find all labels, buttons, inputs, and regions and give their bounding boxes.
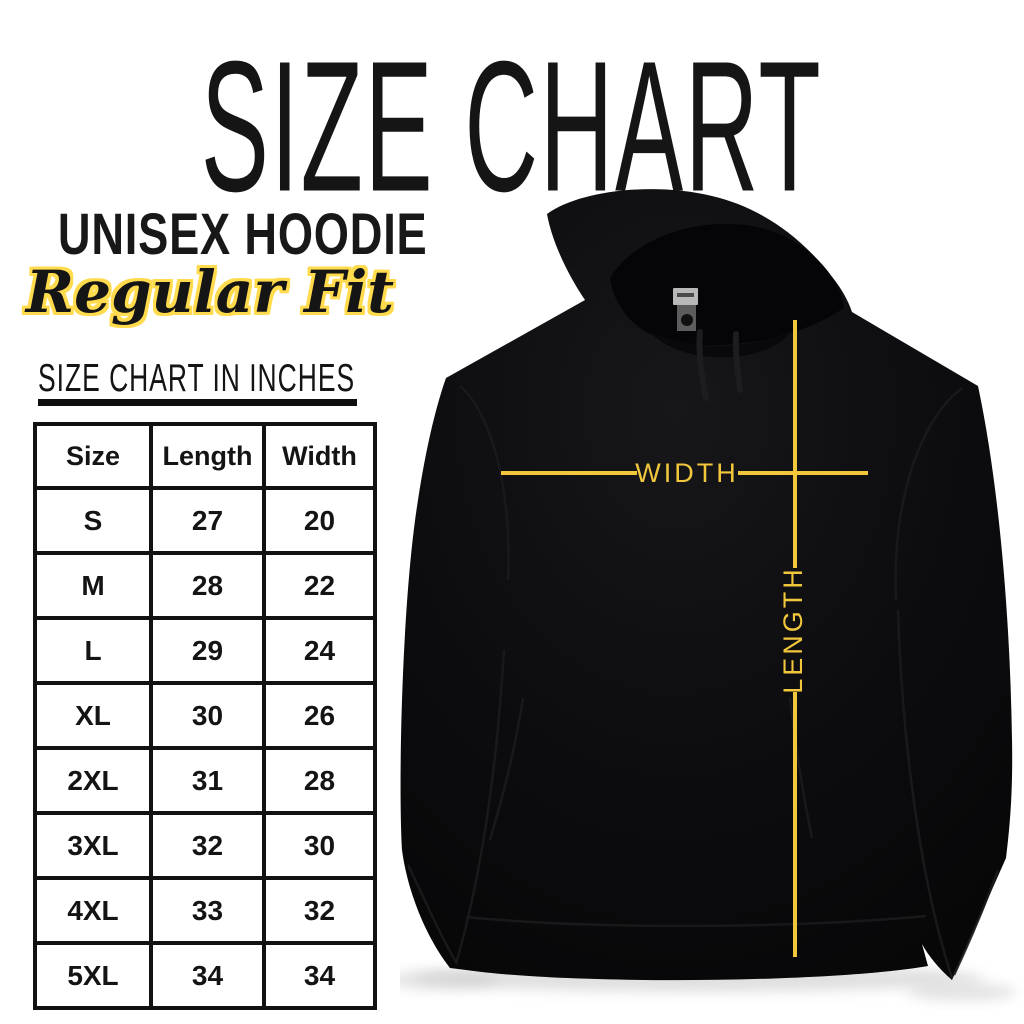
seam-lines (406, 385, 1000, 979)
width-label: WIDTH (635, 458, 738, 488)
length-label: LENGTH (778, 566, 808, 694)
size-cell: 4XL (33, 876, 153, 945)
width-cell: 28 (262, 746, 377, 815)
table-row: S 27 20 (33, 486, 377, 555)
table-row: L 29 24 (33, 616, 377, 685)
neck-tag (673, 288, 698, 331)
size-cell: S (33, 486, 153, 555)
fit-label: Regular Fit (25, 258, 395, 326)
column-header-width: Width (262, 422, 377, 490)
width-cell: 24 (262, 616, 377, 685)
collar-shadow (648, 330, 792, 358)
column-header-length: Length (149, 422, 266, 490)
length-cell: 29 (149, 616, 266, 685)
length-cell: 33 (149, 876, 266, 945)
width-cell: 22 (262, 551, 377, 620)
width-cell: 34 (262, 941, 377, 1010)
size-cell: L (33, 616, 153, 685)
product-name: UNISEX HOODIE (57, 202, 428, 267)
table-row: 3XL 32 30 (33, 811, 377, 880)
length-cell: 34 (149, 941, 266, 1010)
length-cell: 30 (149, 681, 266, 750)
column-header-size: Size (33, 422, 153, 490)
size-cell: 2XL (33, 746, 153, 815)
table-row: XL 30 26 (33, 681, 377, 750)
size-cell: M (33, 551, 153, 620)
table-row: 4XL 33 32 (33, 876, 377, 945)
length-cell: 27 (149, 486, 266, 555)
width-cell: 26 (262, 681, 377, 750)
hoodie-body-path (400, 189, 1013, 981)
width-cell: 32 (262, 876, 377, 945)
size-cell: 5XL (33, 941, 153, 1010)
size-table: Size Length Width S 27 20 M 28 22 L 29 24 XL 30 26 2… (33, 422, 377, 1010)
table-heading: SIZE CHART IN INCHES (38, 356, 356, 400)
measurement-lines (501, 320, 868, 957)
size-cell: XL (33, 681, 153, 750)
table-row: 2XL 31 28 (33, 746, 377, 815)
drawstrings (696, 329, 743, 401)
page-title-wrap: SIZE CHART (0, 20, 1024, 231)
width-cell: 20 (262, 486, 377, 555)
table-row: 5XL 34 34 (33, 941, 377, 1010)
length-cell: 31 (149, 746, 266, 815)
size-table-head: Size Length Width (33, 422, 377, 490)
length-cell: 32 (149, 811, 266, 880)
length-cell: 28 (149, 551, 266, 620)
heading-underline (38, 399, 357, 406)
table-row: M 28 22 (33, 551, 377, 620)
size-table-body: S 27 20 M 28 22 L 29 24 XL 30 26 2XL 31 28 3XL 32 30 4XL 33… (33, 486, 377, 1010)
hood-opening (610, 223, 844, 346)
page-title: SIZE CHART (201, 23, 823, 231)
hoodie-image: WIDTH LENGTH (400, 189, 1017, 1001)
size-cell: 3XL (33, 811, 153, 880)
header-row: Size Length Width (33, 422, 377, 490)
width-cell: 30 (262, 811, 377, 880)
